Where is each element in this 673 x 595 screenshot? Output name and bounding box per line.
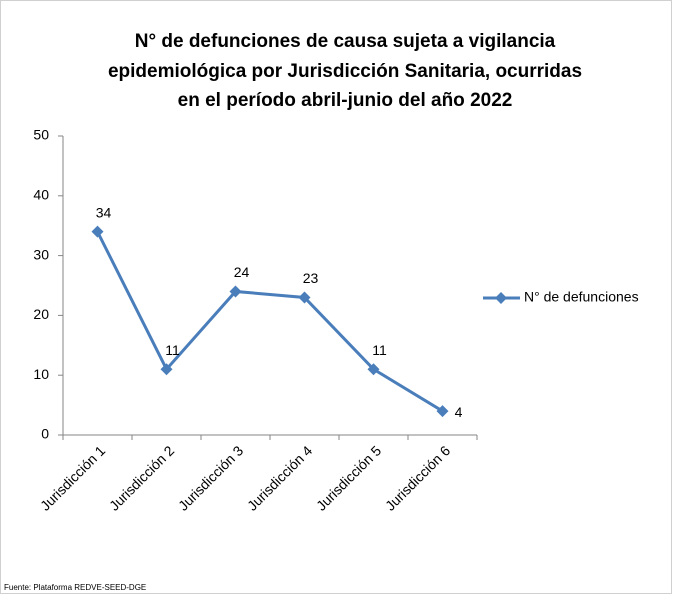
y-tick-label: 50: [33, 127, 49, 143]
point: [160, 363, 173, 376]
chart-title: en el período abril-junio del año 2022: [178, 90, 513, 111]
point: [91, 225, 104, 238]
data-label: 11: [165, 342, 180, 358]
legend-label: N° de defunciones: [524, 289, 639, 305]
point: [367, 363, 380, 376]
chart-title: epidemiológica por Jurisdicción Sanitari…: [108, 61, 582, 82]
y-tick-label: 10: [33, 366, 49, 382]
y-tick-label: 40: [33, 187, 49, 203]
point: [436, 405, 449, 418]
y-tick-label: 20: [33, 306, 49, 322]
data-label: 34: [96, 204, 112, 220]
data-label: 23: [303, 270, 319, 286]
legend-marker: [495, 292, 507, 304]
data-label: 4: [455, 404, 463, 420]
y-tick-label: 30: [33, 246, 49, 262]
series-line: [96, 231, 444, 413]
chart-title: N° de defunciones de causa sujeta a vigi…: [135, 31, 556, 52]
source-note: Fuente: Plataforma REDVE-SEED-DGE: [4, 583, 146, 592]
data-label: 24: [234, 264, 250, 280]
data-label: 11: [372, 342, 387, 358]
point: [229, 285, 242, 298]
y-tick-label: 0: [41, 426, 49, 442]
point: [298, 291, 311, 304]
